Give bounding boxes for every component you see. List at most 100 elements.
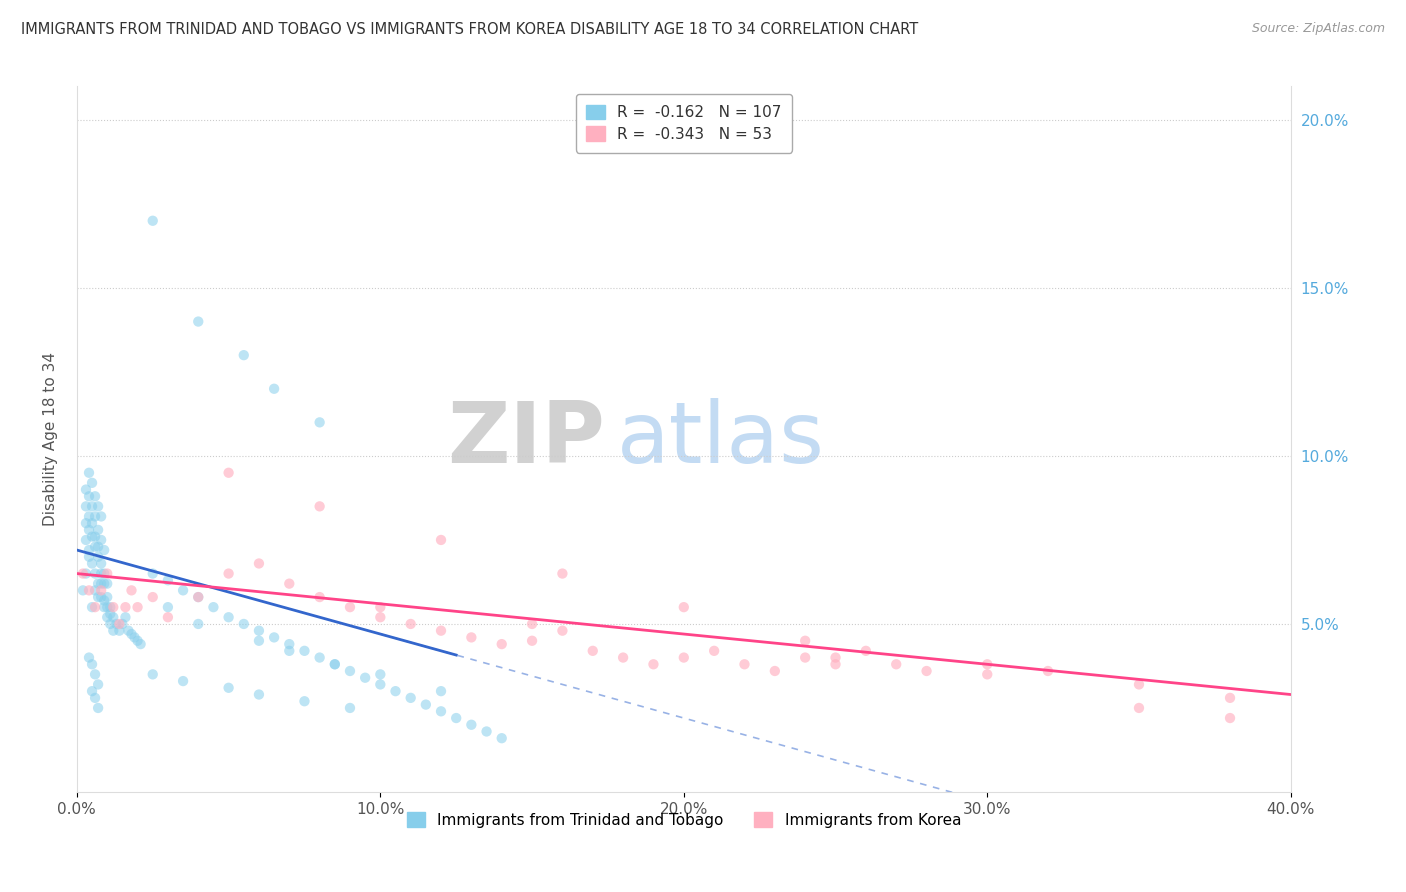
Point bbox=[84, 540, 107, 554]
Point bbox=[98, 600, 121, 615]
Point bbox=[87, 677, 110, 691]
Point bbox=[232, 617, 254, 632]
Point bbox=[1128, 701, 1150, 715]
Point bbox=[430, 533, 453, 547]
Point bbox=[612, 650, 634, 665]
Point bbox=[218, 610, 240, 624]
Point bbox=[444, 711, 467, 725]
Point bbox=[87, 549, 110, 564]
Point bbox=[77, 583, 100, 598]
Point bbox=[278, 576, 301, 591]
Point bbox=[187, 617, 209, 632]
Point bbox=[339, 664, 361, 678]
Text: ZIP: ZIP bbox=[447, 398, 605, 481]
Point bbox=[98, 607, 121, 621]
Point bbox=[93, 543, 115, 558]
Point bbox=[520, 633, 543, 648]
Point bbox=[278, 637, 301, 651]
Point bbox=[339, 600, 361, 615]
Point bbox=[247, 557, 270, 571]
Point bbox=[232, 348, 254, 362]
Point bbox=[672, 650, 695, 665]
Point bbox=[218, 466, 240, 480]
Point bbox=[90, 576, 112, 591]
Point bbox=[80, 516, 103, 531]
Point bbox=[278, 644, 301, 658]
Point bbox=[80, 475, 103, 490]
Point bbox=[96, 610, 118, 624]
Point bbox=[75, 533, 97, 547]
Point bbox=[87, 701, 110, 715]
Point bbox=[460, 631, 482, 645]
Point bbox=[551, 624, 574, 638]
Point bbox=[75, 500, 97, 514]
Point bbox=[308, 415, 330, 429]
Point bbox=[75, 483, 97, 497]
Point bbox=[96, 590, 118, 604]
Point bbox=[187, 590, 209, 604]
Point bbox=[90, 509, 112, 524]
Point bbox=[93, 600, 115, 615]
Point bbox=[520, 617, 543, 632]
Point bbox=[84, 600, 107, 615]
Point bbox=[84, 667, 107, 681]
Point bbox=[156, 600, 179, 615]
Y-axis label: Disability Age 18 to 34: Disability Age 18 to 34 bbox=[44, 352, 58, 526]
Point bbox=[142, 667, 165, 681]
Point bbox=[824, 657, 846, 672]
Point bbox=[1036, 664, 1059, 678]
Point bbox=[294, 694, 316, 708]
Point bbox=[87, 540, 110, 554]
Point bbox=[77, 489, 100, 503]
Point bbox=[323, 657, 346, 672]
Point bbox=[794, 633, 817, 648]
Point bbox=[90, 583, 112, 598]
Point bbox=[121, 583, 143, 598]
Point bbox=[80, 657, 103, 672]
Point bbox=[93, 593, 115, 607]
Point bbox=[129, 637, 152, 651]
Point bbox=[824, 650, 846, 665]
Point bbox=[172, 674, 194, 689]
Point bbox=[87, 500, 110, 514]
Point bbox=[77, 549, 100, 564]
Point bbox=[117, 624, 139, 638]
Point bbox=[1219, 690, 1241, 705]
Point bbox=[72, 583, 94, 598]
Point bbox=[142, 590, 165, 604]
Point bbox=[80, 600, 103, 615]
Point bbox=[247, 633, 270, 648]
Point bbox=[247, 624, 270, 638]
Point bbox=[96, 566, 118, 581]
Point bbox=[108, 617, 131, 632]
Point bbox=[399, 690, 422, 705]
Text: atlas: atlas bbox=[617, 398, 825, 481]
Point bbox=[672, 600, 695, 615]
Point bbox=[80, 500, 103, 514]
Legend: Immigrants from Trinidad and Tobago, Immigrants from Korea: Immigrants from Trinidad and Tobago, Imm… bbox=[401, 806, 967, 834]
Point bbox=[127, 633, 149, 648]
Point bbox=[491, 637, 513, 651]
Point bbox=[460, 718, 482, 732]
Point bbox=[884, 657, 907, 672]
Point bbox=[976, 657, 998, 672]
Point bbox=[90, 557, 112, 571]
Point bbox=[703, 644, 725, 658]
Point bbox=[323, 657, 346, 672]
Point bbox=[84, 509, 107, 524]
Point bbox=[77, 543, 100, 558]
Point bbox=[370, 677, 392, 691]
Point bbox=[294, 644, 316, 658]
Point bbox=[202, 600, 225, 615]
Point bbox=[643, 657, 665, 672]
Point bbox=[84, 489, 107, 503]
Point bbox=[430, 684, 453, 698]
Point bbox=[121, 627, 143, 641]
Point bbox=[114, 600, 136, 615]
Point bbox=[915, 664, 938, 678]
Point bbox=[976, 667, 998, 681]
Point bbox=[794, 650, 817, 665]
Point bbox=[77, 466, 100, 480]
Point bbox=[87, 590, 110, 604]
Text: IMMIGRANTS FROM TRINIDAD AND TOBAGO VS IMMIGRANTS FROM KOREA DISABILITY AGE 18 T: IMMIGRANTS FROM TRINIDAD AND TOBAGO VS I… bbox=[21, 22, 918, 37]
